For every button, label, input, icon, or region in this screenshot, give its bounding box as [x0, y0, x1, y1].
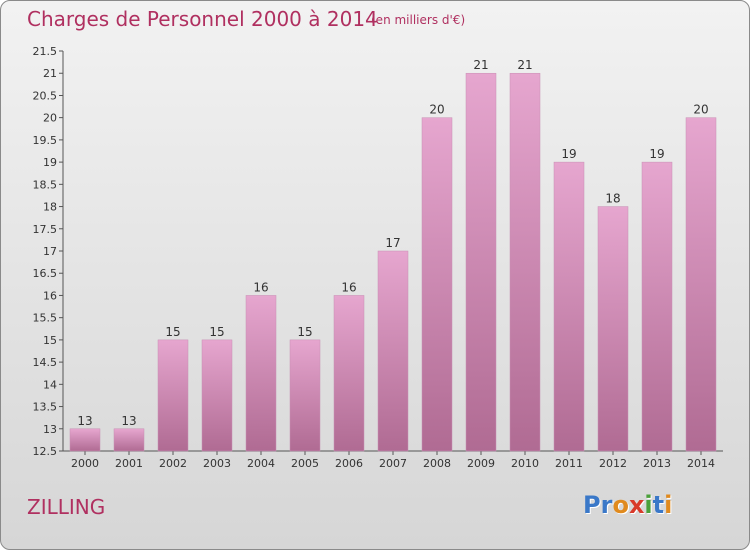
x-tick-label: 2009: [467, 457, 495, 470]
x-tick-label: 2013: [643, 457, 671, 470]
bar-2012: [597, 206, 629, 452]
bar-2007: [377, 250, 409, 452]
y-tick-label: 14.5: [33, 356, 58, 369]
x-tick-label: 2004: [247, 457, 275, 470]
bar-2005: [289, 339, 321, 452]
bar-2008: [421, 117, 453, 452]
data-label-2009: 21: [473, 58, 488, 72]
bars: 13 13 15 15 16 15 16 17 20 21 21 19 18 19 20: [69, 58, 717, 452]
y-tick-label: 17: [43, 245, 57, 258]
x-tick-label: 2000: [71, 457, 99, 470]
data-label-2002: 15: [165, 325, 180, 339]
proxiti-logo[interactable]: Proxiti: [583, 491, 672, 519]
bar-2003: [201, 339, 233, 452]
logo-letter: x: [628, 491, 645, 519]
y-tick-label: 19.5: [33, 134, 58, 147]
y-tick-label: 19: [43, 156, 57, 169]
logo-letter: t: [652, 491, 665, 519]
x-tick-label: 2006: [335, 457, 363, 470]
y-tick-label: 21: [43, 67, 57, 80]
bar-2010: [509, 72, 541, 452]
data-label-2003: 15: [209, 325, 224, 339]
logo-letter: P: [583, 491, 601, 519]
bar-2011: [553, 161, 585, 452]
y-tick-label: 20: [43, 112, 57, 125]
data-label-2001: 13: [121, 414, 136, 428]
bar-2014: [685, 117, 717, 452]
x-tick-label: 2002: [159, 457, 187, 470]
x-tick-label: 2014: [687, 457, 715, 470]
x-tick-label: 2010: [511, 457, 539, 470]
logo-letter: o: [612, 491, 629, 519]
x-tick-label: 2003: [203, 457, 231, 470]
bar-2002: [157, 339, 189, 452]
bar-2013: [641, 161, 673, 452]
logo-letter: i: [664, 491, 673, 519]
y-tick-label: 15.5: [33, 312, 58, 325]
x-tick-label: 2007: [379, 457, 407, 470]
x-tick-label: 2012: [599, 457, 627, 470]
bar-2001: [113, 428, 145, 452]
y-tick-label: 12.5: [33, 445, 58, 458]
data-label-2004: 16: [253, 280, 268, 294]
chart-subtitle: (en milliers d'€): [371, 13, 466, 27]
x-tick-label: 2008: [423, 457, 451, 470]
data-label-2011: 19: [561, 147, 576, 161]
y-tick-label: 13: [43, 423, 57, 436]
y-tick-label: 16: [43, 289, 57, 302]
y-tick-label: 21.5: [33, 45, 58, 58]
data-label-2014: 20: [693, 103, 708, 117]
data-label-2005: 15: [297, 325, 312, 339]
data-label-2006: 16: [341, 280, 356, 294]
axes: 12.5 13 13.5 14 14.5 15 15.5 16 16.5 17 17.5 18 18.5…: [33, 45, 723, 470]
bar-2000: [69, 428, 101, 452]
bar-2004: [245, 295, 277, 452]
bar-2009: [465, 72, 497, 452]
logo-letter: i: [644, 491, 653, 519]
x-tick-label: 2011: [555, 457, 583, 470]
y-tick-label: 20.5: [33, 89, 58, 102]
data-label-2010: 21: [517, 58, 532, 72]
x-tick-label: 2001: [115, 457, 143, 470]
y-tick-label: 17.5: [33, 223, 58, 236]
y-tick-label: 13.5: [33, 401, 58, 414]
x-tick-label: 2005: [291, 457, 319, 470]
commune-name: ZILLING: [27, 495, 106, 519]
chart-title: Charges de Personnel 2000 à 2014: [27, 7, 378, 31]
data-label-2000: 13: [77, 414, 92, 428]
data-label-2012: 18: [605, 192, 620, 206]
logo-letter: r: [600, 491, 613, 519]
data-label-2007: 17: [385, 236, 400, 250]
y-tick-label: 16.5: [33, 267, 58, 280]
y-tick-label: 14: [43, 378, 57, 391]
y-tick-label: 18.5: [33, 178, 58, 191]
bar-2006: [333, 295, 365, 452]
y-tick-label: 18: [43, 201, 57, 214]
data-label-2013: 19: [649, 147, 664, 161]
y-tick-label: 15: [43, 334, 57, 347]
data-label-2008: 20: [429, 103, 444, 117]
